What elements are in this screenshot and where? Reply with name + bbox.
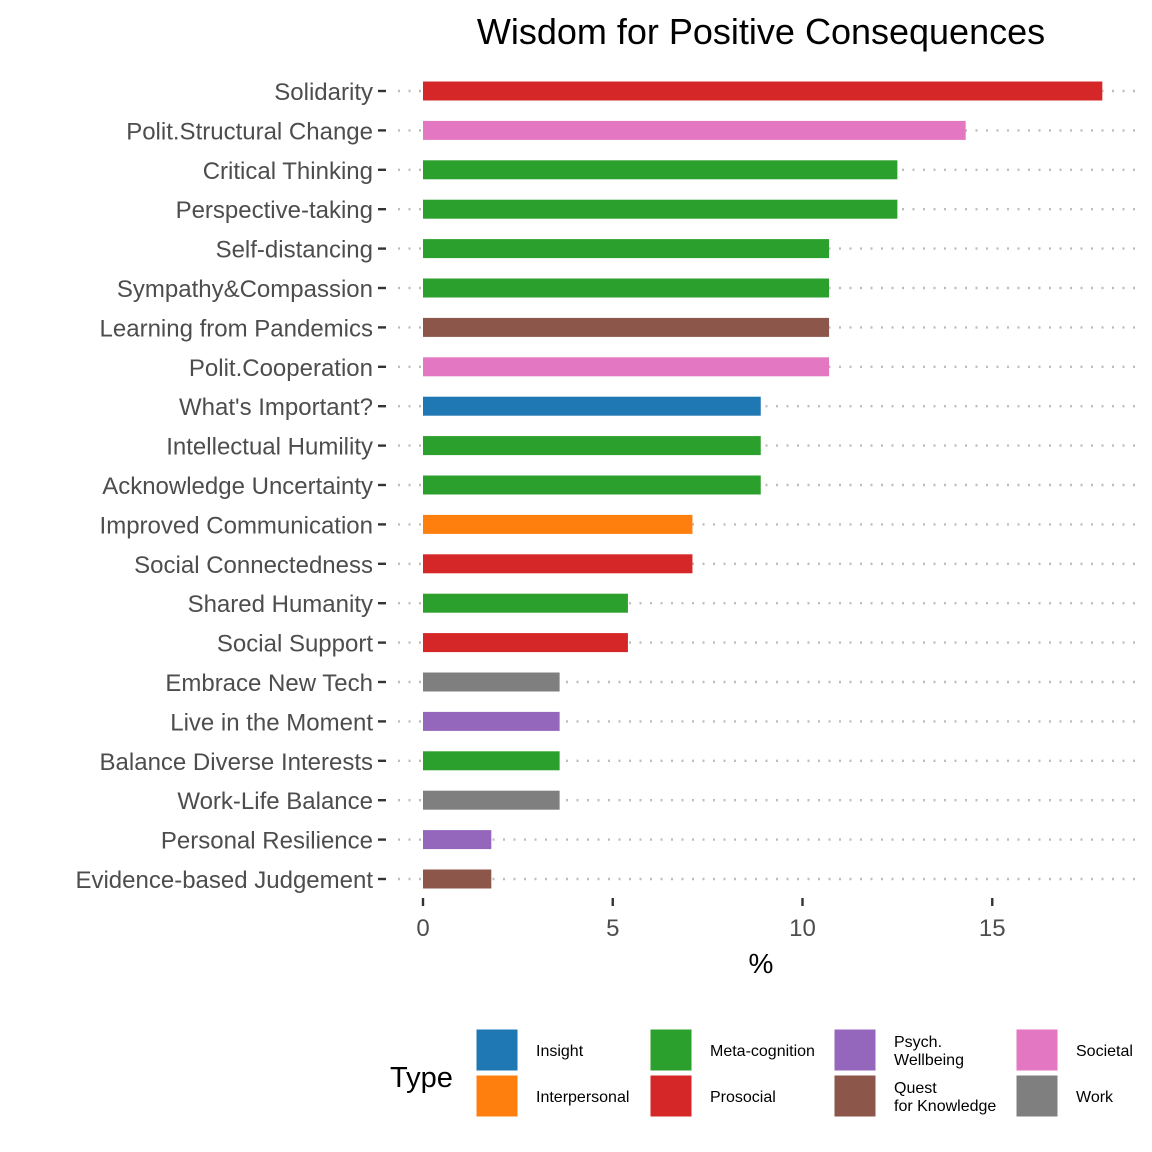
y-tick-label: What's Important? <box>179 394 373 421</box>
bar <box>423 81 1103 101</box>
legend-key <box>1015 1028 1059 1072</box>
bar <box>423 239 830 259</box>
y-tick-label: Live in the Moment <box>170 709 373 736</box>
legend-key <box>1015 1074 1059 1118</box>
x-tick-label: 15 <box>979 915 1006 942</box>
bar <box>423 869 492 889</box>
y-tick-label: Evidence-based Judgement <box>75 867 373 894</box>
y-tick-label: Embrace New Tech <box>165 670 373 697</box>
bar <box>423 514 693 534</box>
legend-key <box>833 1074 877 1118</box>
legend-key <box>649 1028 693 1072</box>
y-tick-label: Shared Humanity <box>188 591 373 618</box>
bar <box>423 160 898 180</box>
bar <box>423 751 560 771</box>
bar <box>423 554 693 574</box>
y-tick-label: Polit.Cooperation <box>189 355 373 382</box>
x-tick-label: 0 <box>416 915 429 942</box>
legend-key <box>649 1074 693 1118</box>
y-tick-label: Learning from Pandemics <box>100 315 373 342</box>
y-tick-label: Polit.Structural Change <box>126 118 373 145</box>
bar <box>423 436 761 456</box>
bar <box>423 672 560 692</box>
legend-label: Psych. Wellbeing <box>894 1034 964 1069</box>
y-tick-label: Improved Communication <box>100 512 373 539</box>
bar <box>423 120 966 140</box>
legend-label: Meta-cognition <box>710 1043 815 1060</box>
bar <box>423 199 898 219</box>
x-tick-label: 10 <box>789 915 816 942</box>
y-tick-label: Perspective-taking <box>176 197 373 224</box>
legend-label: Societal <box>1076 1043 1133 1060</box>
y-tick-label: Solidarity <box>274 79 373 106</box>
legend-label: Insight <box>536 1043 584 1060</box>
legend-label-line: Psych. <box>894 1034 942 1051</box>
legend-label-line: for Knowledge <box>894 1098 996 1115</box>
y-tick-label: Social Support <box>217 631 373 658</box>
y-tick-label: Sympathy&Compassion <box>117 276 373 303</box>
y-tick-label: Acknowledge Uncertainty <box>102 473 373 500</box>
legend-label: Work <box>1076 1089 1114 1106</box>
y-tick-label: Work-Life Balance <box>177 788 373 815</box>
bar <box>423 357 830 377</box>
y-tick-label: Self-distancing <box>216 237 373 264</box>
bar <box>423 711 560 731</box>
chart-title: Wisdom for Positive Consequences <box>477 11 1045 52</box>
legend-title: Type <box>390 1062 453 1094</box>
y-tick-label: Personal Resilience <box>161 828 373 855</box>
legend-label-line: Quest <box>894 1080 937 1097</box>
y-tick-label: Critical Thinking <box>203 158 373 185</box>
bar <box>423 396 761 416</box>
bar <box>423 790 560 810</box>
x-tick-label: 5 <box>606 915 619 942</box>
bar <box>423 278 830 298</box>
y-tick-label: Balance Diverse Interests <box>100 749 373 776</box>
legend-key <box>475 1074 519 1118</box>
legend-key <box>475 1028 519 1072</box>
bar <box>423 317 830 337</box>
x-axis-title: % <box>749 948 774 979</box>
legend-label: Quest for Knowledge <box>894 1080 996 1115</box>
bar <box>423 633 628 653</box>
y-tick-label: Social Connectedness <box>134 552 373 579</box>
bar <box>423 475 761 495</box>
legend-key <box>833 1028 877 1072</box>
y-tick-label: Intellectual Humility <box>166 434 373 461</box>
bar <box>423 830 492 850</box>
legend-label-line: Wellbeing <box>894 1052 964 1069</box>
legend-label: Interpersonal <box>536 1089 629 1106</box>
legend-label: Prosocial <box>710 1089 776 1106</box>
bar <box>423 593 628 613</box>
